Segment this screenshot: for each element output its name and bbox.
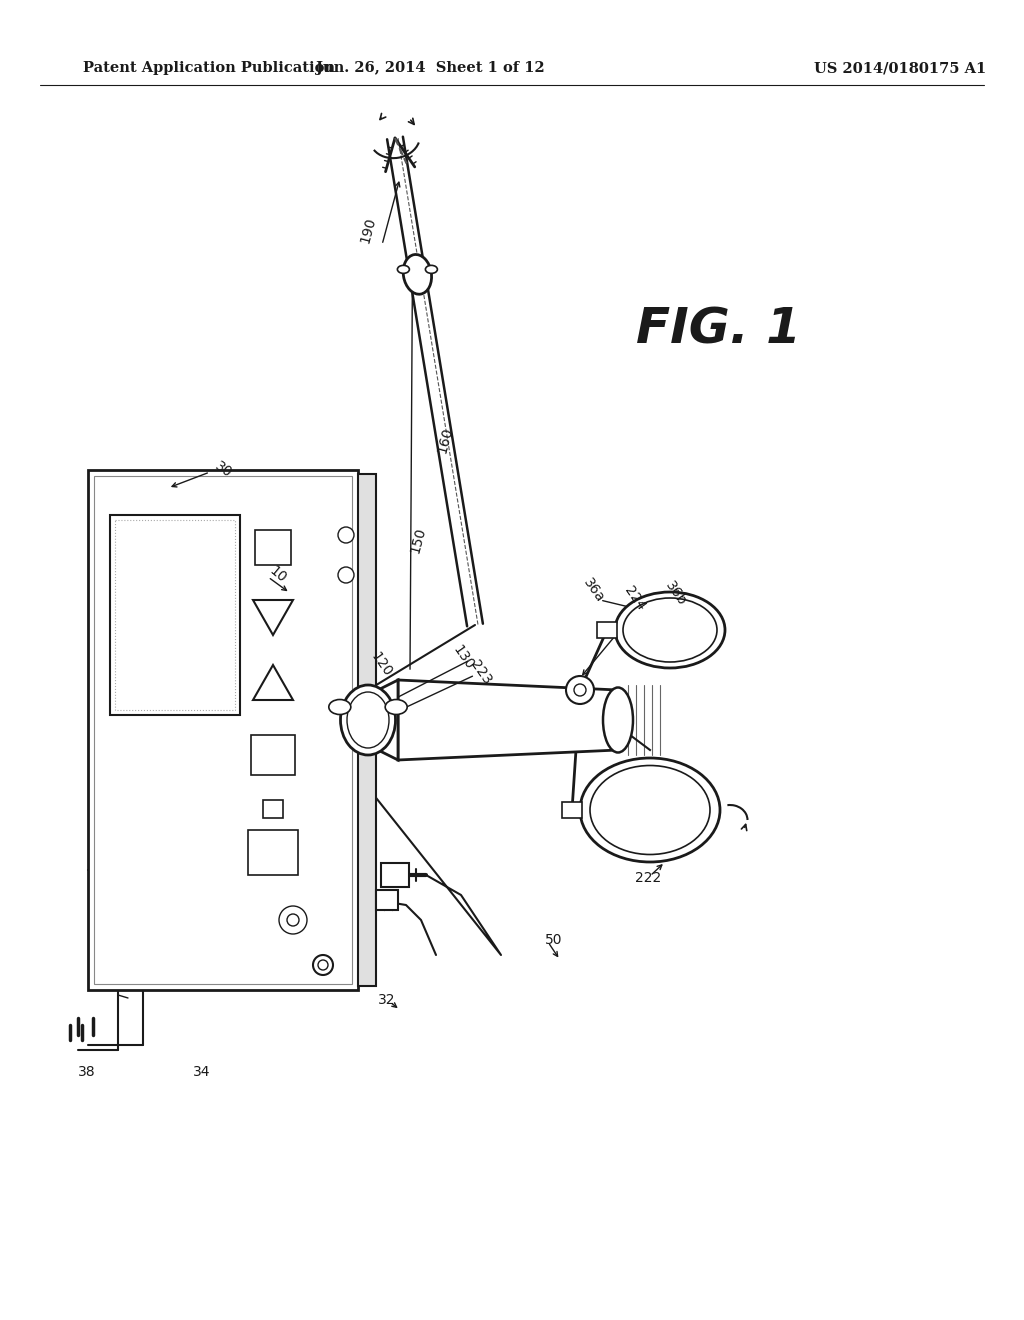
- Bar: [251, 735, 295, 775]
- Circle shape: [287, 913, 299, 927]
- Circle shape: [566, 676, 594, 704]
- Ellipse shape: [603, 688, 633, 752]
- Text: 36b: 36b: [662, 579, 689, 609]
- Circle shape: [318, 960, 328, 970]
- Text: 38: 38: [78, 1065, 95, 1078]
- Circle shape: [338, 527, 354, 543]
- Ellipse shape: [403, 255, 431, 294]
- Ellipse shape: [385, 700, 408, 714]
- Bar: [597, 622, 617, 638]
- Text: US 2014/0180175 A1: US 2014/0180175 A1: [814, 61, 986, 75]
- Circle shape: [574, 684, 586, 696]
- Text: 160: 160: [435, 425, 456, 454]
- Text: 32: 32: [378, 993, 395, 1007]
- Circle shape: [279, 906, 307, 935]
- Text: 34: 34: [193, 1065, 211, 1078]
- Text: 10: 10: [267, 564, 290, 586]
- Text: 30: 30: [212, 459, 234, 480]
- Ellipse shape: [347, 692, 389, 748]
- Bar: [376, 890, 398, 909]
- Ellipse shape: [590, 766, 710, 854]
- Bar: [562, 803, 582, 818]
- Text: 222: 222: [635, 871, 662, 884]
- Ellipse shape: [580, 758, 720, 862]
- Text: 150: 150: [408, 525, 428, 554]
- Bar: [263, 800, 283, 818]
- Text: FIG. 1: FIG. 1: [636, 306, 801, 354]
- Text: 50: 50: [545, 933, 562, 946]
- Circle shape: [313, 954, 333, 975]
- Polygon shape: [348, 680, 398, 760]
- Ellipse shape: [623, 598, 717, 663]
- Polygon shape: [398, 680, 618, 760]
- Text: 224: 224: [622, 583, 648, 612]
- Bar: [358, 474, 376, 986]
- Text: 120: 120: [368, 651, 394, 680]
- Ellipse shape: [397, 265, 410, 273]
- Text: Jun. 26, 2014  Sheet 1 of 12: Jun. 26, 2014 Sheet 1 of 12: [315, 61, 545, 75]
- Bar: [248, 830, 298, 875]
- Text: 36a: 36a: [580, 576, 606, 605]
- Bar: [94, 477, 352, 983]
- Bar: [110, 515, 240, 715]
- Circle shape: [338, 568, 354, 583]
- Text: 223: 223: [468, 657, 495, 686]
- Bar: [88, 470, 358, 990]
- Ellipse shape: [615, 591, 725, 668]
- Ellipse shape: [341, 685, 395, 755]
- Bar: [115, 520, 234, 710]
- Text: 190: 190: [358, 215, 379, 244]
- Ellipse shape: [329, 700, 351, 714]
- Bar: [381, 863, 409, 887]
- Text: Patent Application Publication: Patent Application Publication: [83, 61, 335, 75]
- Text: 130: 130: [450, 643, 476, 673]
- Bar: [255, 531, 291, 565]
- Ellipse shape: [425, 265, 437, 273]
